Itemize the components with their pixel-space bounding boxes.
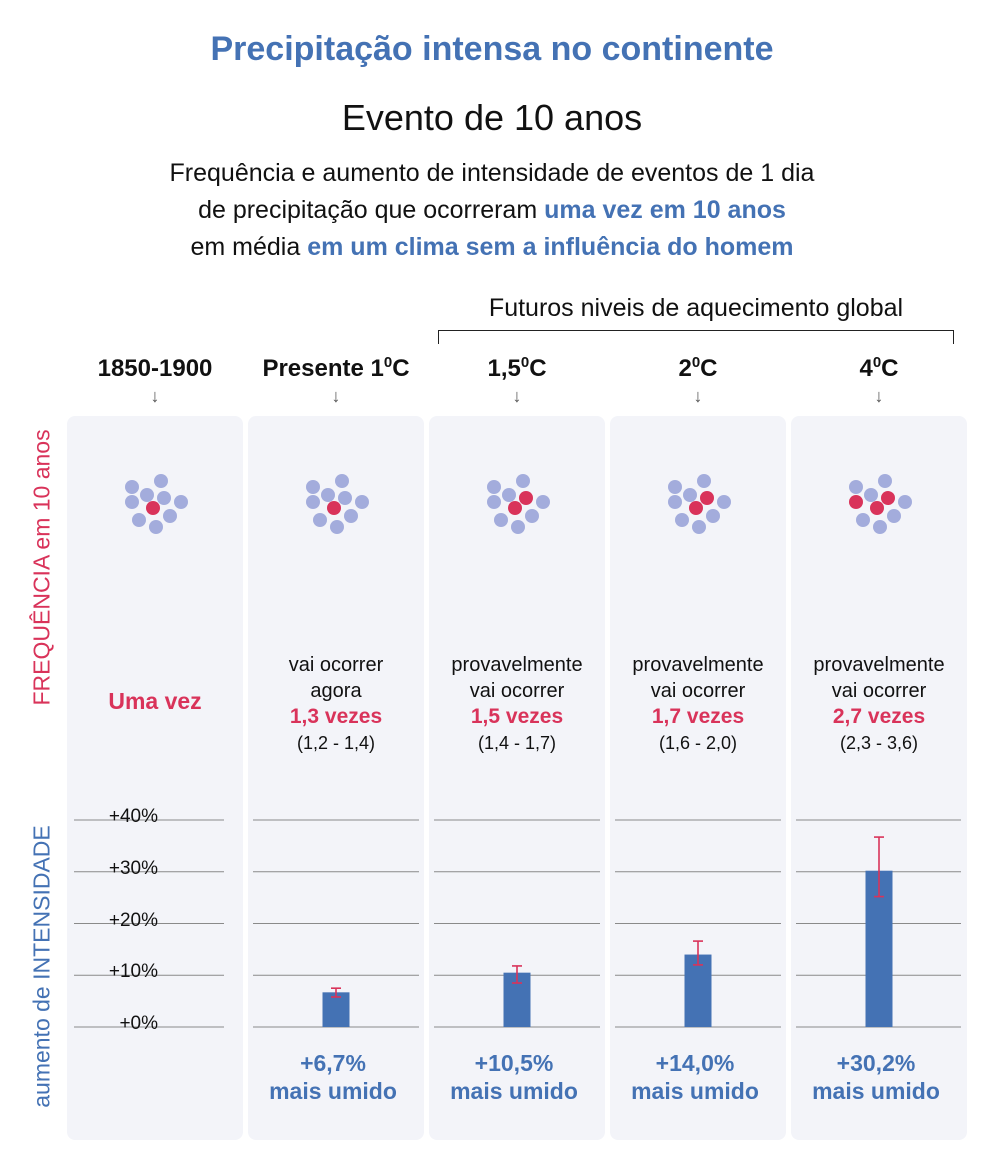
description-highlight-2: em um clima sem a influência do homem [307, 233, 794, 261]
column-header: 1850-1900 [67, 354, 243, 383]
intensity-result-value: +6,7% [300, 1050, 366, 1076]
y-tick-label: +20% [108, 909, 158, 931]
column-header-unit: C [700, 355, 718, 382]
frequency-range: (1,4 - 1,7) [477, 733, 557, 753]
column-header-degree: 0 [520, 354, 530, 371]
intensity-result-value: +30,2% [836, 1050, 916, 1076]
description-line-3-text: em média [190, 233, 308, 261]
column-header-label: Presente 1 [262, 355, 384, 382]
description-line-3: em média em um clima sem a influência do… [0, 229, 984, 266]
frequency-range: (1,2 - 1,4) [296, 733, 376, 753]
column-header-label: 1850-1900 [97, 355, 213, 382]
error-bar [512, 965, 522, 984]
column-header-label: 1,5 [487, 355, 521, 382]
column-header-label: 4 [859, 355, 873, 382]
frequency-block: provavelmente vai ocorrer 2,7 vezes (2,3 - … [791, 652, 967, 756]
frequency-value: 1,5 vezes [470, 705, 564, 728]
frequency-block: provavelmente vai ocorrer 1,7 vezes (1,6 - … [610, 652, 786, 756]
error-bar [331, 987, 341, 998]
down-arrow-icon: ↓ [150, 386, 160, 406]
down-arrow-icon: ↓ [874, 386, 884, 406]
frequency-value: Uma vez [108, 688, 202, 714]
frequency-value: 1,3 vezes [289, 705, 383, 728]
frequency-lead-text: vai ocorrer [831, 680, 927, 702]
column-header-degree: 0 [872, 354, 882, 371]
intensity-result-label: mais umido [812, 1078, 940, 1104]
description-line-2: de precipitação que ocorreram uma vez em… [0, 192, 984, 229]
error-bar [693, 940, 703, 966]
intensity-bar [684, 954, 712, 1027]
frequency-block: provavelmente vai ocorrer 1,5 vezes (1,4 - … [429, 652, 605, 756]
page-title: Precipitação intensa no continente [210, 30, 774, 68]
frequency-value: 1,7 vezes [651, 705, 745, 728]
y-tick-label: +40% [108, 806, 158, 827]
column-header: Presente 10C [248, 354, 424, 383]
frequency-lead-text: vai ocorrer [650, 680, 746, 702]
frequency-value: 2,7 vezes [832, 705, 926, 728]
down-arrow-icon: ↓ [512, 386, 522, 406]
column-panel-1850 [67, 416, 243, 1140]
column-header: 40C [791, 354, 967, 383]
frequency-lead-text: provavelmente [451, 654, 583, 676]
frequency-lead-text: agora [310, 680, 362, 702]
frequency-lead-text: provavelmente [632, 654, 764, 676]
intensity-result-label: mais umido [631, 1078, 759, 1104]
down-arrow-icon: ↓ [693, 386, 703, 406]
intensity-result: +30,2% mais umido [788, 1049, 964, 1105]
down-arrow-icon: ↓ [331, 386, 341, 406]
description-line-1: Frequência e aumento de intensidade de e… [169, 159, 815, 187]
frequency-lead-text: vai ocorrer [288, 654, 384, 676]
y-tick-label: +0% [119, 1013, 158, 1034]
intensity-result: +14,0% mais umido [607, 1049, 783, 1105]
frequency-block: vai ocorrer agora 1,3 vezes (1,2 - 1,4) [248, 652, 424, 756]
column-header: 1,50C [429, 354, 605, 383]
intensity-result-value: +14,0% [655, 1050, 735, 1076]
intensity-result: +6,7% mais umido [245, 1049, 421, 1105]
intensity-result-label: mais umido [269, 1078, 397, 1104]
column-header-label: 2 [678, 355, 692, 382]
intensity-result-label: mais umido [450, 1078, 578, 1104]
y-tick-label: +10% [108, 961, 158, 983]
column-header: 20C [610, 354, 786, 383]
column-header-unit: C [881, 355, 899, 382]
future-warming-bracket [438, 330, 954, 344]
frequency-range: (1,6 - 2,0) [658, 733, 738, 753]
intensity-result: +10,5% mais umido [426, 1049, 602, 1105]
error-bar [874, 836, 884, 898]
column-header-unit: C [392, 355, 410, 382]
description: Frequência e aumento de intensidade de e… [0, 155, 984, 266]
future-warming-label: Futuros niveis de aquecimento global [488, 294, 904, 322]
page-subtitle: Evento de 10 anos [341, 97, 643, 138]
column-header-degree: 0 [691, 354, 701, 371]
y-tick-label: +30% [108, 857, 158, 879]
column-header-unit: C [529, 355, 547, 382]
frequency-lead-text: vai ocorrer [469, 680, 565, 702]
frequency-range: (2,3 - 3,6) [839, 733, 919, 753]
intensity-result-value: +10,5% [474, 1050, 554, 1076]
column-header-degree: 0 [383, 354, 393, 371]
intensity-bar [322, 992, 350, 1027]
description-line-2-text: de precipitação que ocorreram [198, 196, 545, 224]
frequency-lead-text: provavelmente [813, 654, 945, 676]
description-highlight-1: uma vez em 10 anos [544, 196, 786, 224]
